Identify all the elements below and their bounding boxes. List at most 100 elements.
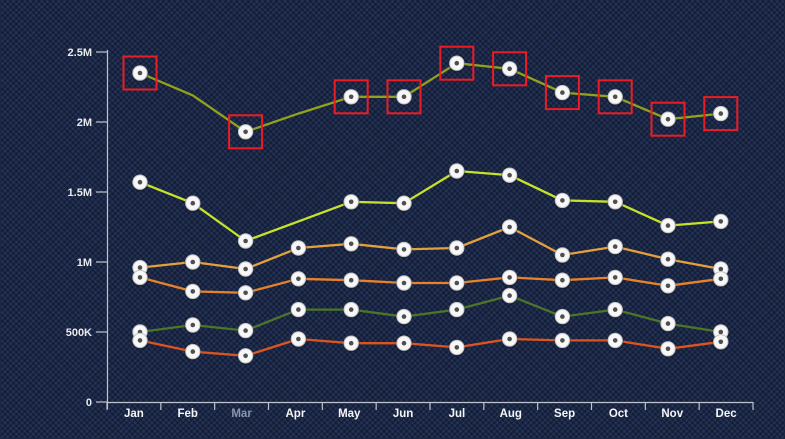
amber-line-point-may[interactable]: [342, 236, 360, 254]
red-orange-line-point-aug[interactable]: [501, 331, 518, 349]
dark-green-line-point-jul[interactable]: [448, 301, 466, 319]
red-orange-line-point-jun[interactable]: [395, 335, 413, 353]
yellow-green-line-point-jul[interactable]: [448, 163, 466, 181]
olive-line-point-jun[interactable]: [395, 89, 413, 107]
orange-line-point-aug[interactable]: [501, 269, 518, 287]
orange-line-point-apr[interactable]: [290, 271, 307, 289]
amber-line-point-jun[interactable]: [395, 241, 413, 259]
orange-line-point-oct[interactable]: [606, 269, 624, 287]
annotation-box-dec: [703, 96, 739, 132]
x-axis-label-aug: Aug: [500, 408, 522, 420]
yellow-green-line-point-jun[interactable]: [395, 195, 413, 213]
dark-green-line-point-nov[interactable]: [659, 315, 677, 333]
x-axis-label-feb: Feb: [178, 408, 198, 420]
red-orange-line-point-sep[interactable]: [554, 332, 571, 350]
orange-line: [138, 276, 722, 294]
annotation-box-mar: [228, 114, 264, 150]
yellow-green-line-point-aug[interactable]: [501, 167, 518, 185]
yellow-green-line-point-may[interactable]: [342, 194, 360, 212]
x-axis-label-apr: Apr: [286, 408, 306, 420]
dark-green-line-point-feb[interactable]: [184, 317, 202, 335]
red-orange-line-point-may[interactable]: [342, 335, 360, 353]
x-axis-label-sep: Sep: [554, 408, 575, 420]
dark-green-line-point-sep[interactable]: [554, 308, 571, 326]
y-axis-label-1.5m: 1.5M: [68, 187, 92, 199]
orange-line-point-nov[interactable]: [659, 278, 677, 296]
annotation-box-may: [333, 79, 369, 115]
olive-line-point-mar[interactable]: [237, 124, 254, 142]
y-axis-label-0: 0: [86, 397, 92, 409]
annotation-box-jan: [122, 55, 158, 91]
y-axis-label-2m: 2M: [77, 117, 92, 129]
x-axis-label-jun: Jun: [393, 408, 413, 420]
amber-line-point-nov[interactable]: [659, 251, 677, 269]
yellow-green-line-point-feb[interactable]: [184, 195, 202, 213]
yellow-green-line-point-jan[interactable]: [131, 174, 149, 192]
amber-line: [138, 225, 722, 271]
y-axis-label-1m: 1M: [77, 257, 92, 269]
red-orange-line: [138, 337, 722, 357]
y-axis-label-2.5m: 2.5M: [68, 47, 92, 59]
x-axis-label-mar: Mar: [231, 408, 252, 420]
amber-line-point-apr[interactable]: [290, 240, 307, 258]
olive-line-point-aug[interactable]: [501, 61, 518, 79]
yellow-green-line-point-sep[interactable]: [554, 192, 571, 210]
red-orange-line-point-jan[interactable]: [131, 332, 149, 350]
annotation-box-jun: [386, 79, 422, 115]
dark-green-line-point-jun[interactable]: [395, 308, 413, 326]
olive-line: [138, 62, 722, 133]
red-orange-line-point-jul[interactable]: [448, 339, 466, 357]
annotation-box-aug: [492, 51, 528, 87]
dark-green-line: [138, 294, 722, 334]
dark-green-line-point-apr[interactable]: [290, 301, 307, 319]
annotation-box-oct: [597, 79, 633, 115]
orange-line-point-jun[interactable]: [395, 275, 413, 293]
amber-line-point-jul[interactable]: [448, 240, 466, 258]
amber-line-point-sep[interactable]: [554, 247, 571, 265]
orange-line-point-jan[interactable]: [131, 269, 149, 287]
x-axis-label-jan: Jan: [124, 408, 144, 420]
x-axis-label-dec: Dec: [716, 408, 738, 420]
dark-green-line-point-mar[interactable]: [237, 322, 254, 340]
olive-line-point-sep[interactable]: [554, 84, 571, 102]
red-orange-line-point-oct[interactable]: [606, 332, 624, 350]
orange-line-point-mar[interactable]: [237, 285, 254, 303]
x-axis-label-nov: Nov: [661, 408, 683, 420]
orange-line-point-sep[interactable]: [554, 272, 571, 290]
olive-line-point-dec[interactable]: [712, 105, 730, 123]
olive-line-point-jan[interactable]: [131, 65, 149, 83]
amber-line-point-oct[interactable]: [606, 238, 624, 256]
yellow-green-line-point-nov[interactable]: [659, 217, 677, 235]
amber-line-point-feb[interactable]: [184, 254, 202, 272]
red-orange-line-point-mar[interactable]: [237, 348, 254, 366]
orange-line-point-feb[interactable]: [184, 283, 202, 301]
annotation-box-jul: [439, 45, 475, 81]
amber-line-point-aug[interactable]: [501, 219, 518, 237]
yellow-green-line-point-oct[interactable]: [606, 194, 624, 212]
orange-line-point-may[interactable]: [342, 272, 360, 290]
yellow-green-line-point-dec[interactable]: [712, 213, 730, 231]
annotation-box-nov: [650, 101, 686, 137]
annotation-box-sep: [544, 75, 580, 111]
red-orange-line-point-feb[interactable]: [184, 343, 202, 361]
orange-line-point-dec[interactable]: [712, 271, 730, 289]
olive-line-point-nov[interactable]: [659, 111, 677, 129]
x-axis-label-jul: Jul: [449, 408, 466, 420]
orange-line-point-jul[interactable]: [448, 275, 466, 293]
x-axis-label-oct: Oct: [609, 408, 628, 420]
dark-green-line-point-may[interactable]: [342, 301, 360, 319]
olive-line-point-jul[interactable]: [448, 55, 466, 73]
x-axis-label-may: May: [338, 408, 361, 420]
red-orange-line-point-apr[interactable]: [290, 331, 307, 349]
red-orange-line-point-dec[interactable]: [712, 334, 730, 352]
dark-green-line-point-aug[interactable]: [501, 287, 518, 305]
red-orange-line-point-nov[interactable]: [659, 341, 677, 359]
dark-green-line-point-oct[interactable]: [606, 301, 624, 319]
amber-line-point-mar[interactable]: [237, 261, 254, 279]
y-axis-label-500k: 500K: [66, 327, 92, 339]
olive-line-point-oct[interactable]: [606, 89, 624, 107]
olive-line-point-may[interactable]: [342, 89, 360, 107]
yellow-green-line-point-mar[interactable]: [237, 233, 254, 251]
